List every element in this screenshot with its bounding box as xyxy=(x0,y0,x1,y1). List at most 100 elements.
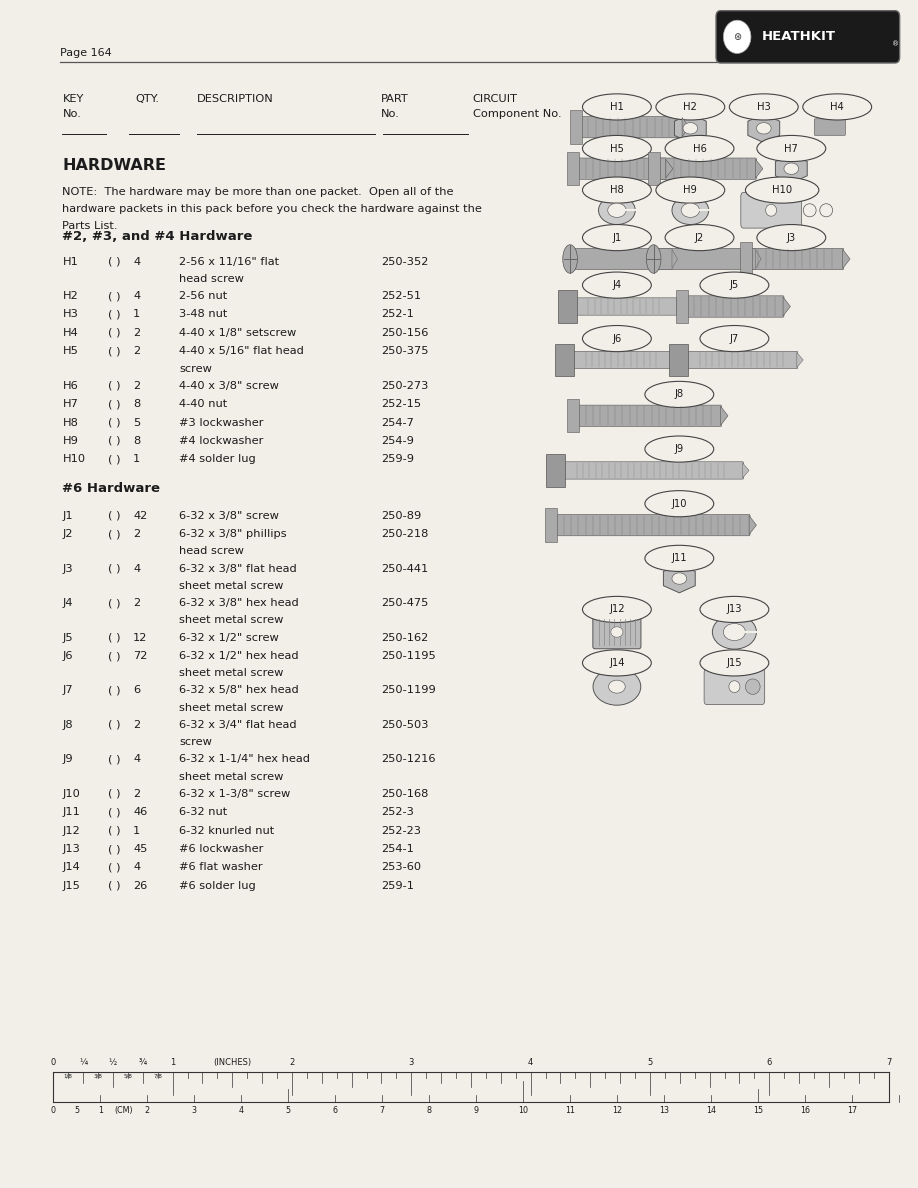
Text: 2: 2 xyxy=(133,598,140,608)
Text: ¼: ¼ xyxy=(79,1057,87,1067)
Text: #4 lockwasher: #4 lockwasher xyxy=(179,436,263,446)
Polygon shape xyxy=(749,516,756,535)
Text: 250-1199: 250-1199 xyxy=(381,685,436,695)
Text: 1/8: 1/8 xyxy=(63,1074,73,1079)
Text: J7: J7 xyxy=(730,334,739,343)
Text: 16: 16 xyxy=(800,1106,810,1116)
Text: 15: 15 xyxy=(753,1106,763,1116)
Text: ( ): ( ) xyxy=(108,346,121,356)
Text: 5: 5 xyxy=(133,417,140,428)
Text: ¾: ¾ xyxy=(139,1057,147,1067)
Text: J8: J8 xyxy=(675,390,684,399)
Ellipse shape xyxy=(672,573,687,584)
Text: #4 solder lug: #4 solder lug xyxy=(179,454,256,465)
Text: H10: H10 xyxy=(772,185,792,195)
FancyBboxPatch shape xyxy=(580,116,683,138)
FancyBboxPatch shape xyxy=(750,248,844,270)
Polygon shape xyxy=(674,353,680,367)
Text: sheet metal screw: sheet metal screw xyxy=(179,771,284,782)
Ellipse shape xyxy=(784,163,799,175)
Text: 5: 5 xyxy=(647,1057,653,1067)
Text: CIRCUIT: CIRCUIT xyxy=(473,94,518,103)
Text: NOTE:  The hardware may be more than one packet.  Open all of the: NOTE: The hardware may be more than one … xyxy=(62,187,453,196)
Text: 6-32 x 3/8" screw: 6-32 x 3/8" screw xyxy=(179,511,279,520)
Text: 2: 2 xyxy=(133,328,140,337)
Ellipse shape xyxy=(656,94,725,120)
Text: 6: 6 xyxy=(133,685,140,695)
Text: 6-32 x 1-3/8" screw: 6-32 x 1-3/8" screw xyxy=(179,789,290,798)
Text: 5: 5 xyxy=(285,1106,291,1116)
Ellipse shape xyxy=(608,203,626,217)
Text: ( ): ( ) xyxy=(108,380,121,391)
Ellipse shape xyxy=(665,135,734,162)
Ellipse shape xyxy=(700,272,769,298)
Text: 42: 42 xyxy=(133,511,148,520)
Text: 4: 4 xyxy=(528,1057,533,1067)
Ellipse shape xyxy=(723,20,751,53)
Text: J5: J5 xyxy=(730,280,739,290)
Text: J3: J3 xyxy=(62,563,73,574)
Text: 72: 72 xyxy=(133,651,148,661)
FancyBboxPatch shape xyxy=(814,119,845,135)
Text: ( ): ( ) xyxy=(108,826,121,835)
Ellipse shape xyxy=(656,177,725,203)
Text: PART: PART xyxy=(381,94,409,103)
Text: ( ): ( ) xyxy=(108,651,121,661)
FancyBboxPatch shape xyxy=(686,296,784,317)
Bar xyxy=(740,242,752,276)
Text: H3: H3 xyxy=(62,309,78,320)
Ellipse shape xyxy=(745,177,819,203)
Text: 4-40 x 3/8" screw: 4-40 x 3/8" screw xyxy=(179,380,279,391)
Text: H9: H9 xyxy=(683,185,698,195)
Text: 250-168: 250-168 xyxy=(381,789,429,798)
Text: J12: J12 xyxy=(62,826,80,835)
Text: 7: 7 xyxy=(379,1106,385,1116)
Text: J14: J14 xyxy=(610,658,624,668)
Text: 5: 5 xyxy=(74,1106,79,1116)
Text: #6 solder lug: #6 solder lug xyxy=(179,880,256,891)
Bar xyxy=(676,290,688,323)
Text: 6-32 x 3/8" hex head: 6-32 x 3/8" hex head xyxy=(179,598,298,608)
Ellipse shape xyxy=(745,680,760,694)
Ellipse shape xyxy=(723,624,745,640)
Text: 6-32 x 1/2" hex head: 6-32 x 1/2" hex head xyxy=(179,651,298,661)
Text: ( ): ( ) xyxy=(108,529,121,539)
FancyBboxPatch shape xyxy=(716,11,900,63)
Text: 254-9: 254-9 xyxy=(381,436,414,446)
Text: 12: 12 xyxy=(133,632,148,643)
Text: head screw: head screw xyxy=(179,274,244,284)
Polygon shape xyxy=(756,159,763,178)
Text: No.: No. xyxy=(381,109,400,119)
Text: J4: J4 xyxy=(612,280,621,290)
Bar xyxy=(567,152,579,185)
Text: 6-32 x 3/8" flat head: 6-32 x 3/8" flat head xyxy=(179,563,297,574)
Text: 1: 1 xyxy=(133,826,140,835)
FancyBboxPatch shape xyxy=(593,615,641,649)
Text: H2: H2 xyxy=(62,291,78,301)
Text: ( ): ( ) xyxy=(108,632,121,643)
Text: sheet metal screw: sheet metal screw xyxy=(179,615,284,625)
Text: QTY.: QTY. xyxy=(136,94,160,103)
Text: #6 flat washer: #6 flat washer xyxy=(179,862,263,872)
Text: ( ): ( ) xyxy=(108,789,121,798)
Ellipse shape xyxy=(700,596,769,623)
Text: H9: H9 xyxy=(62,436,78,446)
Text: 6: 6 xyxy=(767,1057,772,1067)
Text: 3-48 nut: 3-48 nut xyxy=(179,309,228,320)
Text: 3: 3 xyxy=(192,1106,196,1116)
Ellipse shape xyxy=(644,545,714,571)
Text: #6 Hardware: #6 Hardware xyxy=(62,482,161,495)
Text: ( ): ( ) xyxy=(108,862,121,872)
Ellipse shape xyxy=(820,204,833,217)
FancyBboxPatch shape xyxy=(741,192,801,228)
Text: Component No.: Component No. xyxy=(473,109,562,119)
FancyBboxPatch shape xyxy=(572,352,675,368)
Text: J4: J4 xyxy=(62,598,73,608)
Text: H1: H1 xyxy=(62,257,78,266)
Ellipse shape xyxy=(583,326,652,352)
Bar xyxy=(648,152,660,185)
Text: 250-352: 250-352 xyxy=(381,257,429,266)
Text: H8: H8 xyxy=(62,417,78,428)
Text: H8: H8 xyxy=(610,185,623,195)
Text: ( ): ( ) xyxy=(108,685,121,695)
